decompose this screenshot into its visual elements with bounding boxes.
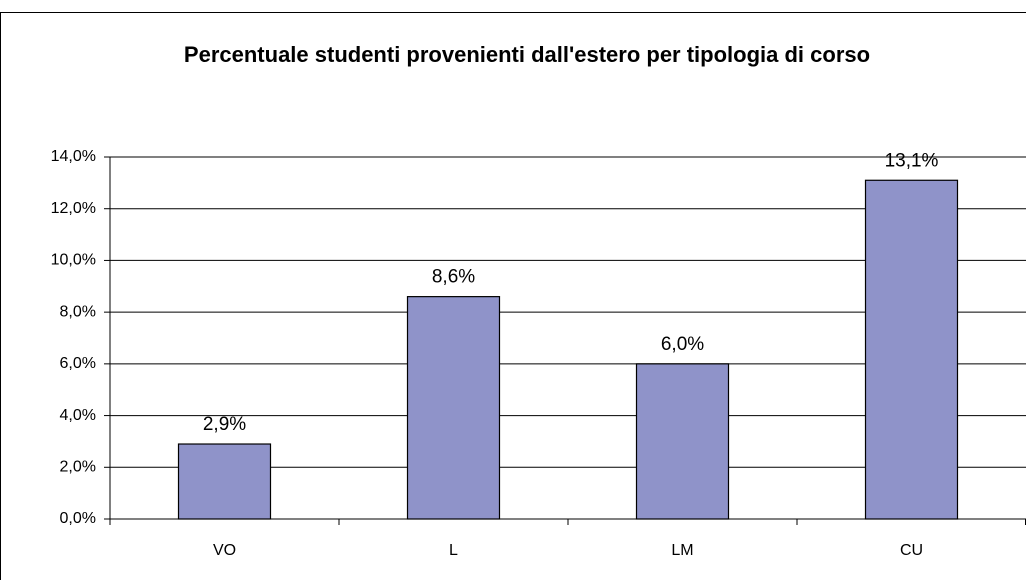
value-label: 8,6% — [432, 267, 475, 288]
chart-border — [0, 12, 1026, 580]
y-tick-label: 0,0% — [60, 510, 96, 527]
bar — [406, 296, 501, 520]
x-tick-label: CU — [900, 542, 923, 559]
x-tick-label: VO — [213, 542, 236, 559]
y-tick-label: 14,0% — [51, 148, 96, 165]
value-label: 2,9% — [203, 414, 246, 435]
bar — [635, 363, 730, 520]
value-label: 13,1% — [885, 150, 939, 171]
x-tick-label: L — [449, 542, 458, 559]
y-tick-label: 6,0% — [60, 355, 96, 372]
value-label: 6,0% — [661, 334, 704, 355]
x-tick-label: LM — [671, 542, 693, 559]
y-tick-label: 8,0% — [60, 303, 96, 320]
y-tick-label: 4,0% — [60, 407, 96, 424]
chart-title: Percentuale studenti provenienti dall'es… — [183, 42, 871, 67]
bar — [864, 179, 959, 520]
y-tick-label: 2,0% — [60, 459, 96, 476]
bar — [177, 443, 272, 520]
y-tick-label: 10,0% — [51, 252, 96, 269]
y-tick-label: 12,0% — [51, 200, 96, 217]
